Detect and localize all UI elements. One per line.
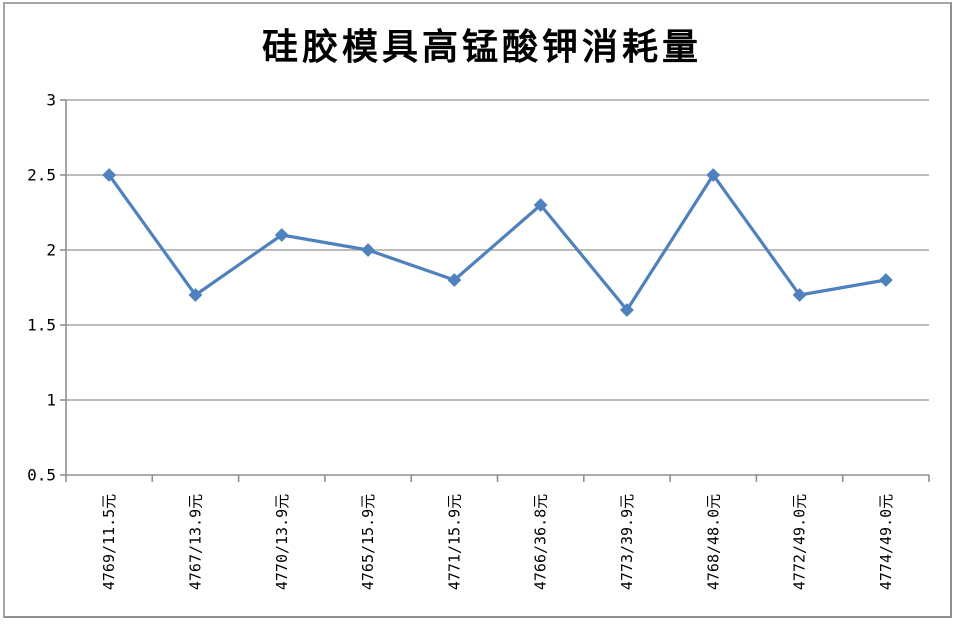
data-point-marker	[706, 168, 721, 182]
data-point-marker	[620, 303, 634, 317]
x-category-label: 4765/15.9元	[359, 494, 377, 590]
y-tick-label: 1	[46, 391, 56, 410]
chart-frame	[3, 2, 952, 618]
x-category-label: 4772/49.0元	[791, 494, 809, 590]
data-point-marker	[533, 198, 548, 212]
data-point-marker	[792, 288, 807, 302]
data-point-marker	[447, 273, 462, 287]
data-point-marker	[102, 168, 117, 182]
y-tick-label: 2	[46, 241, 56, 260]
x-category-label: 4767/13.9元	[186, 494, 204, 590]
data-point-marker	[878, 273, 893, 287]
data-point-marker	[274, 228, 289, 242]
x-category-label: 4769/11.5元	[100, 494, 118, 590]
x-category-label: 4770/13.9元	[273, 494, 291, 590]
y-tick-label: 0.5	[27, 466, 56, 485]
x-category-label: 4773/39.9元	[618, 494, 636, 590]
y-tick-label: 1.5	[27, 316, 56, 335]
y-tick-label: 2.5	[27, 166, 56, 185]
y-tick-label: 3	[46, 91, 56, 110]
data-point-marker	[361, 243, 375, 257]
x-category-label: 4766/36.8元	[532, 494, 550, 590]
series-line	[107, 173, 888, 312]
data-point-marker	[188, 288, 203, 302]
x-category-label: 4768/48.0元	[704, 494, 722, 590]
x-category-label: 4774/49.0元	[877, 494, 895, 590]
chart-title: 硅胶模具高锰酸钾消耗量	[261, 26, 702, 68]
x-category-label: 4771/15.9元	[445, 494, 463, 590]
